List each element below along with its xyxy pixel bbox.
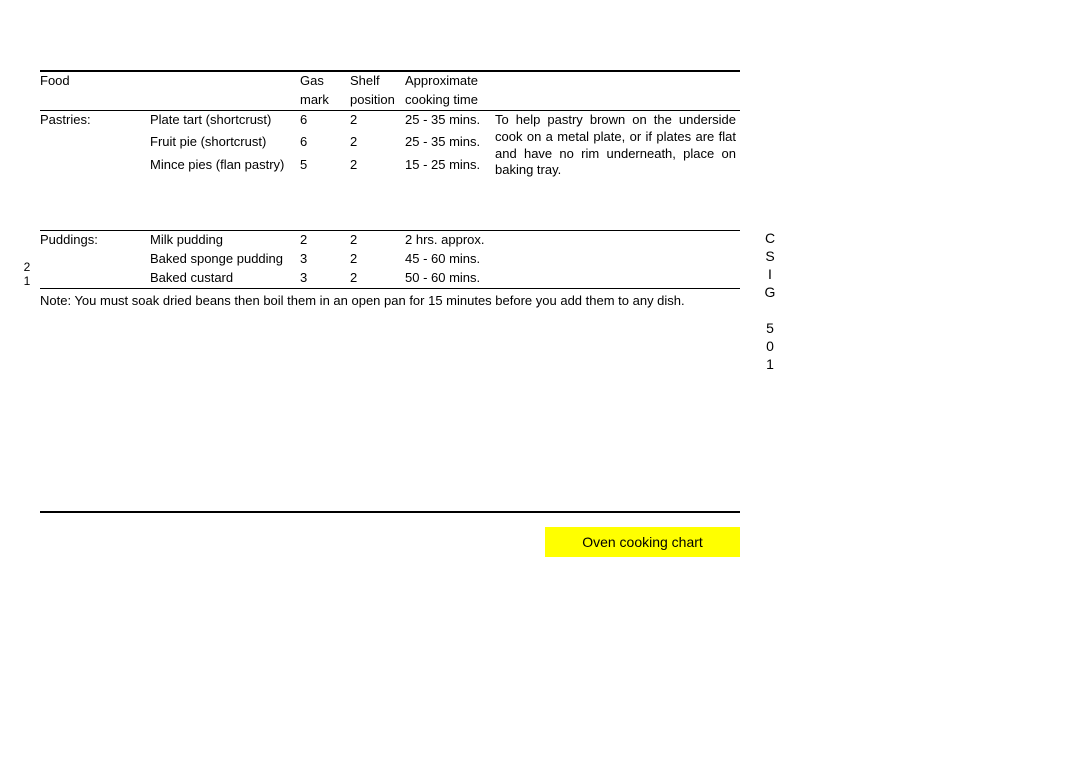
col-header-item [150, 72, 300, 91]
document-code-vertical: CSIG 501 [758, 230, 778, 374]
group-puddings: Puddings: Milk pudding 2 2 2 hrs. approx… [40, 231, 740, 288]
gas-cell: 3 [300, 250, 350, 269]
col-header-food: Food [40, 72, 150, 91]
col-header-time-l2: cooking time [405, 91, 495, 110]
bottom-rule [40, 511, 740, 513]
col-header-shelf-l2: position [350, 91, 405, 110]
cooking-chart-page: Food Gas Shelf Approximate mark position… [40, 70, 740, 314]
gas-cell: 6 [300, 111, 350, 133]
shelf-cell: 2 [350, 269, 405, 288]
shelf-cell: 2 [350, 156, 405, 178]
group-note [495, 231, 740, 250]
table-row: Pastries: Plate tart (shortcrust) 6 2 25… [40, 111, 740, 133]
col-header-note [495, 72, 740, 91]
page-number-vertical: 21 [14, 260, 34, 288]
col-header-gas-l1: Gas [300, 72, 350, 91]
group-gap [40, 180, 740, 230]
gas-cell: 6 [300, 133, 350, 155]
item-cell: Milk pudding [150, 231, 300, 250]
category-cell: Pastries: [40, 111, 150, 133]
time-cell: 15 - 25 mins. [405, 156, 495, 178]
shelf-cell: 2 [350, 111, 405, 133]
time-cell: 50 - 60 mins. [405, 269, 495, 288]
shelf-cell: 2 [350, 133, 405, 155]
time-cell: 25 - 35 mins. [405, 133, 495, 155]
category-cell: Puddings: [40, 231, 150, 250]
col-header-gas-l2: mark [300, 91, 350, 110]
item-cell: Plate tart (shortcrust) [150, 111, 300, 133]
item-cell: Fruit pie (shortcrust) [150, 133, 300, 155]
shelf-cell: 2 [350, 231, 405, 250]
section-title: Oven cooking chart [582, 534, 703, 550]
header-table: Food Gas Shelf Approximate mark position… [40, 72, 740, 110]
col-header-shelf-l1: Shelf [350, 72, 405, 91]
shelf-cell: 2 [350, 250, 405, 269]
footnote: Note: You must soak dried beans then boi… [40, 289, 740, 314]
group-pastries: Pastries: Plate tart (shortcrust) 6 2 25… [40, 111, 740, 181]
time-cell: 25 - 35 mins. [405, 111, 495, 133]
section-title-banner: Oven cooking chart [545, 527, 740, 557]
col-header-time-l1: Approximate [405, 72, 495, 91]
table-row: Puddings: Milk pudding 2 2 2 hrs. approx… [40, 231, 740, 250]
gas-cell: 3 [300, 269, 350, 288]
table-row: Baked custard 3 2 50 - 60 mins. [40, 269, 740, 288]
item-cell: Baked custard [150, 269, 300, 288]
item-cell: Baked sponge pudding [150, 250, 300, 269]
time-cell: 2 hrs. approx. [405, 231, 495, 250]
table-row: Baked sponge pudding 3 2 45 - 60 mins. [40, 250, 740, 269]
group-note: To help pastry brown on the underside co… [495, 111, 740, 181]
item-cell: Mince pies (flan pastry) [150, 156, 300, 178]
gas-cell: 2 [300, 231, 350, 250]
gas-cell: 5 [300, 156, 350, 178]
time-cell: 45 - 60 mins. [405, 250, 495, 269]
